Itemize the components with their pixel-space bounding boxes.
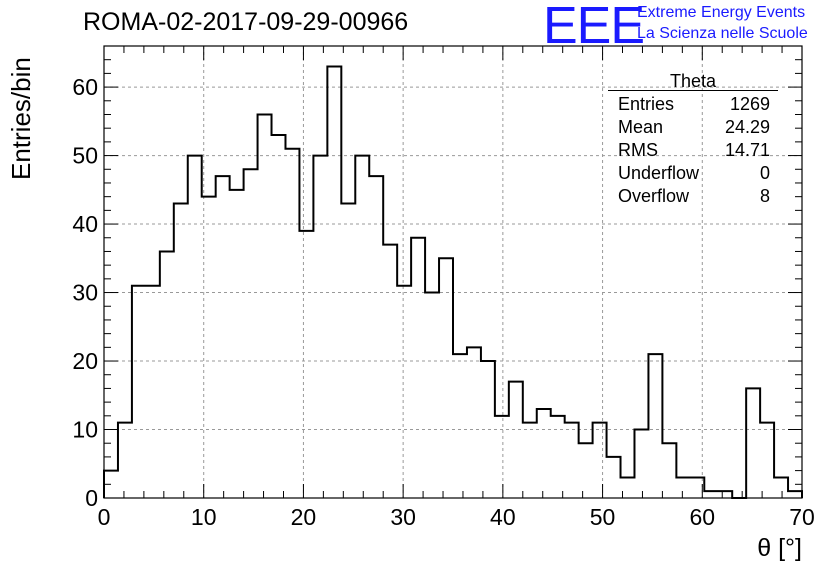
stats-label: RMS: [618, 140, 658, 160]
histogram-bin: [634, 430, 648, 498]
histogram-bin: [439, 258, 453, 498]
histogram-bin: [746, 388, 760, 498]
histogram-bin: [369, 176, 383, 498]
histogram-bin: [704, 491, 718, 498]
histogram-bin: [565, 423, 579, 498]
chart-title: ROMA-02-2017-09-29-00966: [83, 8, 409, 36]
x-axis-label: θ [°]: [757, 534, 802, 562]
y-tick-label: 20: [72, 348, 98, 374]
y-tick-label: 50: [72, 143, 98, 169]
stats-value: 8: [759, 186, 770, 206]
stats-label: Underflow: [618, 163, 700, 183]
y-axis-label: Entries/bin: [6, 57, 36, 180]
x-tick-label: 0: [98, 504, 111, 530]
histogram-bin: [383, 245, 397, 498]
histogram-bin: [327, 67, 341, 498]
histogram-bin: [146, 286, 160, 498]
histogram-bin: [774, 477, 788, 498]
histogram-bin: [313, 156, 327, 498]
histogram-bin: [230, 190, 244, 498]
histogram-series: [103, 65, 803, 499]
stats-value: 14.71: [724, 140, 770, 160]
histogram-bin: [523, 423, 537, 498]
histogram-bin: [509, 382, 523, 498]
histogram-bin: [202, 197, 216, 498]
x-tick-label: 50: [590, 504, 616, 530]
histogram-bin: [244, 169, 258, 498]
y-tick-label: 10: [72, 417, 98, 443]
histogram-bin: [537, 409, 551, 498]
y-tick-label: 60: [72, 74, 98, 100]
x-tick-label: 70: [789, 504, 815, 530]
stats-value: 24.29: [724, 117, 770, 137]
histogram-bin: [593, 423, 607, 498]
stats-rows: Entries 1269 Mean 24.29 RMS 14.71 Underflow 0 Ov…: [608, 93, 778, 208]
histogram-bin: [132, 286, 146, 498]
histogram-bin: [216, 176, 230, 498]
stats-row: Entries 1269: [608, 93, 778, 116]
stats-label: Mean: [618, 117, 664, 137]
x-tick-label: 20: [291, 504, 317, 530]
stats-row: Mean 24.29: [608, 116, 778, 139]
x-tick-label: 30: [390, 504, 416, 530]
logo-line-2: La Scienza nelle Scuole: [637, 25, 808, 42]
histogram-bin: [551, 416, 565, 498]
stats-label: Overflow: [618, 186, 690, 206]
histogram-bin: [760, 423, 774, 498]
histogram-bin: [718, 491, 732, 498]
plot-frame: [103, 45, 803, 499]
histogram-bin: [662, 443, 676, 498]
stats-row: Underflow 0: [608, 162, 778, 185]
histogram-bin: [481, 361, 495, 498]
stats-value: 1269: [729, 94, 770, 114]
y-tick-label: 0: [85, 485, 98, 511]
histogram-bin: [188, 156, 202, 498]
histogram-bin: [425, 293, 439, 498]
histogram-bin: [788, 491, 802, 498]
x-tick-label: 60: [689, 504, 715, 530]
stats-value: 0: [759, 163, 770, 183]
histogram-bin: [272, 135, 286, 498]
logo-line-1: Extreme Energy Events: [637, 4, 806, 21]
histogram-bin: [118, 423, 132, 498]
stats-row: RMS 14.71: [608, 139, 778, 162]
histogram-bin: [174, 204, 188, 498]
histogram-bin: [676, 477, 690, 498]
histogram-bin: [495, 416, 509, 498]
histogram-bin: [397, 286, 411, 498]
histogram-bin: [258, 114, 272, 498]
histogram-bin: [648, 354, 662, 498]
y-tick-label: 40: [72, 211, 98, 237]
histogram-bin: [579, 443, 593, 498]
stats-row: Overflow 8: [608, 185, 778, 208]
histogram-bin: [355, 156, 369, 498]
stats-label: Entries: [618, 94, 675, 114]
histogram-bin: [607, 457, 621, 498]
stats-box: Theta Entries 1269 Mean 24.29 RMS 14.71 Underf…: [608, 72, 778, 208]
histogram-bin: [299, 231, 313, 498]
histogram-bin: [453, 354, 467, 498]
stats-title: Theta: [608, 72, 778, 91]
histogram-bin: [341, 204, 355, 498]
y-tick-label: 30: [72, 280, 98, 306]
histogram-bin: [467, 347, 481, 498]
histogram-bin: [285, 149, 299, 498]
x-tick-label: 40: [490, 504, 516, 530]
histogram-bin: [160, 251, 174, 498]
histogram-bin: [411, 238, 425, 498]
x-tick-label: 10: [191, 504, 217, 530]
